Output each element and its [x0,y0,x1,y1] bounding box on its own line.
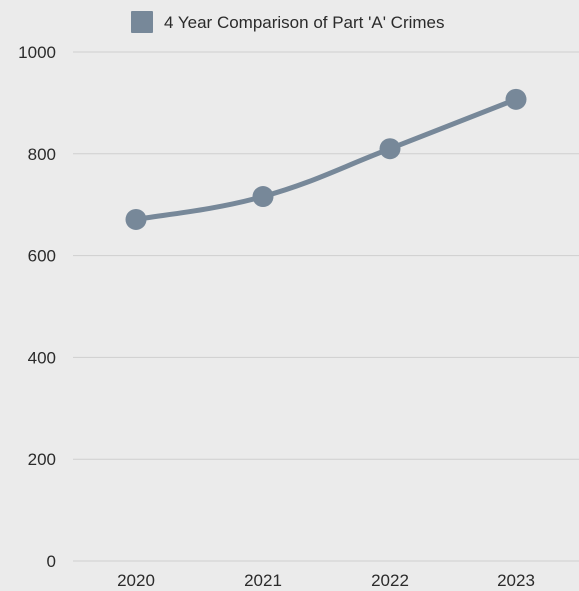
series-group [125,88,527,230]
y-tick-label: 600 [28,247,56,266]
legend-swatch [131,11,153,33]
data-point-2020 [125,208,147,230]
y-axis-ticks: 0 200 400 600 800 1000 [18,43,56,571]
y-tick-label: 1000 [18,43,56,62]
data-point-2022 [379,138,401,160]
x-tick-label: 2021 [244,571,282,590]
data-point-2023 [505,88,527,110]
legend: 4 Year Comparison of Part 'A' Crimes [131,11,445,33]
gridlines [73,51,579,562]
x-tick-label: 2020 [117,571,155,590]
x-tick-label: 2022 [371,571,409,590]
x-axis-ticks: 2020 2021 2022 2023 [117,571,535,590]
x-tick-label: 2023 [497,571,535,590]
y-tick-label: 400 [28,348,56,367]
y-tick-label: 800 [28,145,56,164]
y-tick-label: 200 [28,450,56,469]
legend-label: 4 Year Comparison of Part 'A' Crimes [164,13,445,32]
y-tick-label: 0 [47,552,56,571]
data-point-2021 [252,186,274,208]
series-line [133,96,519,222]
